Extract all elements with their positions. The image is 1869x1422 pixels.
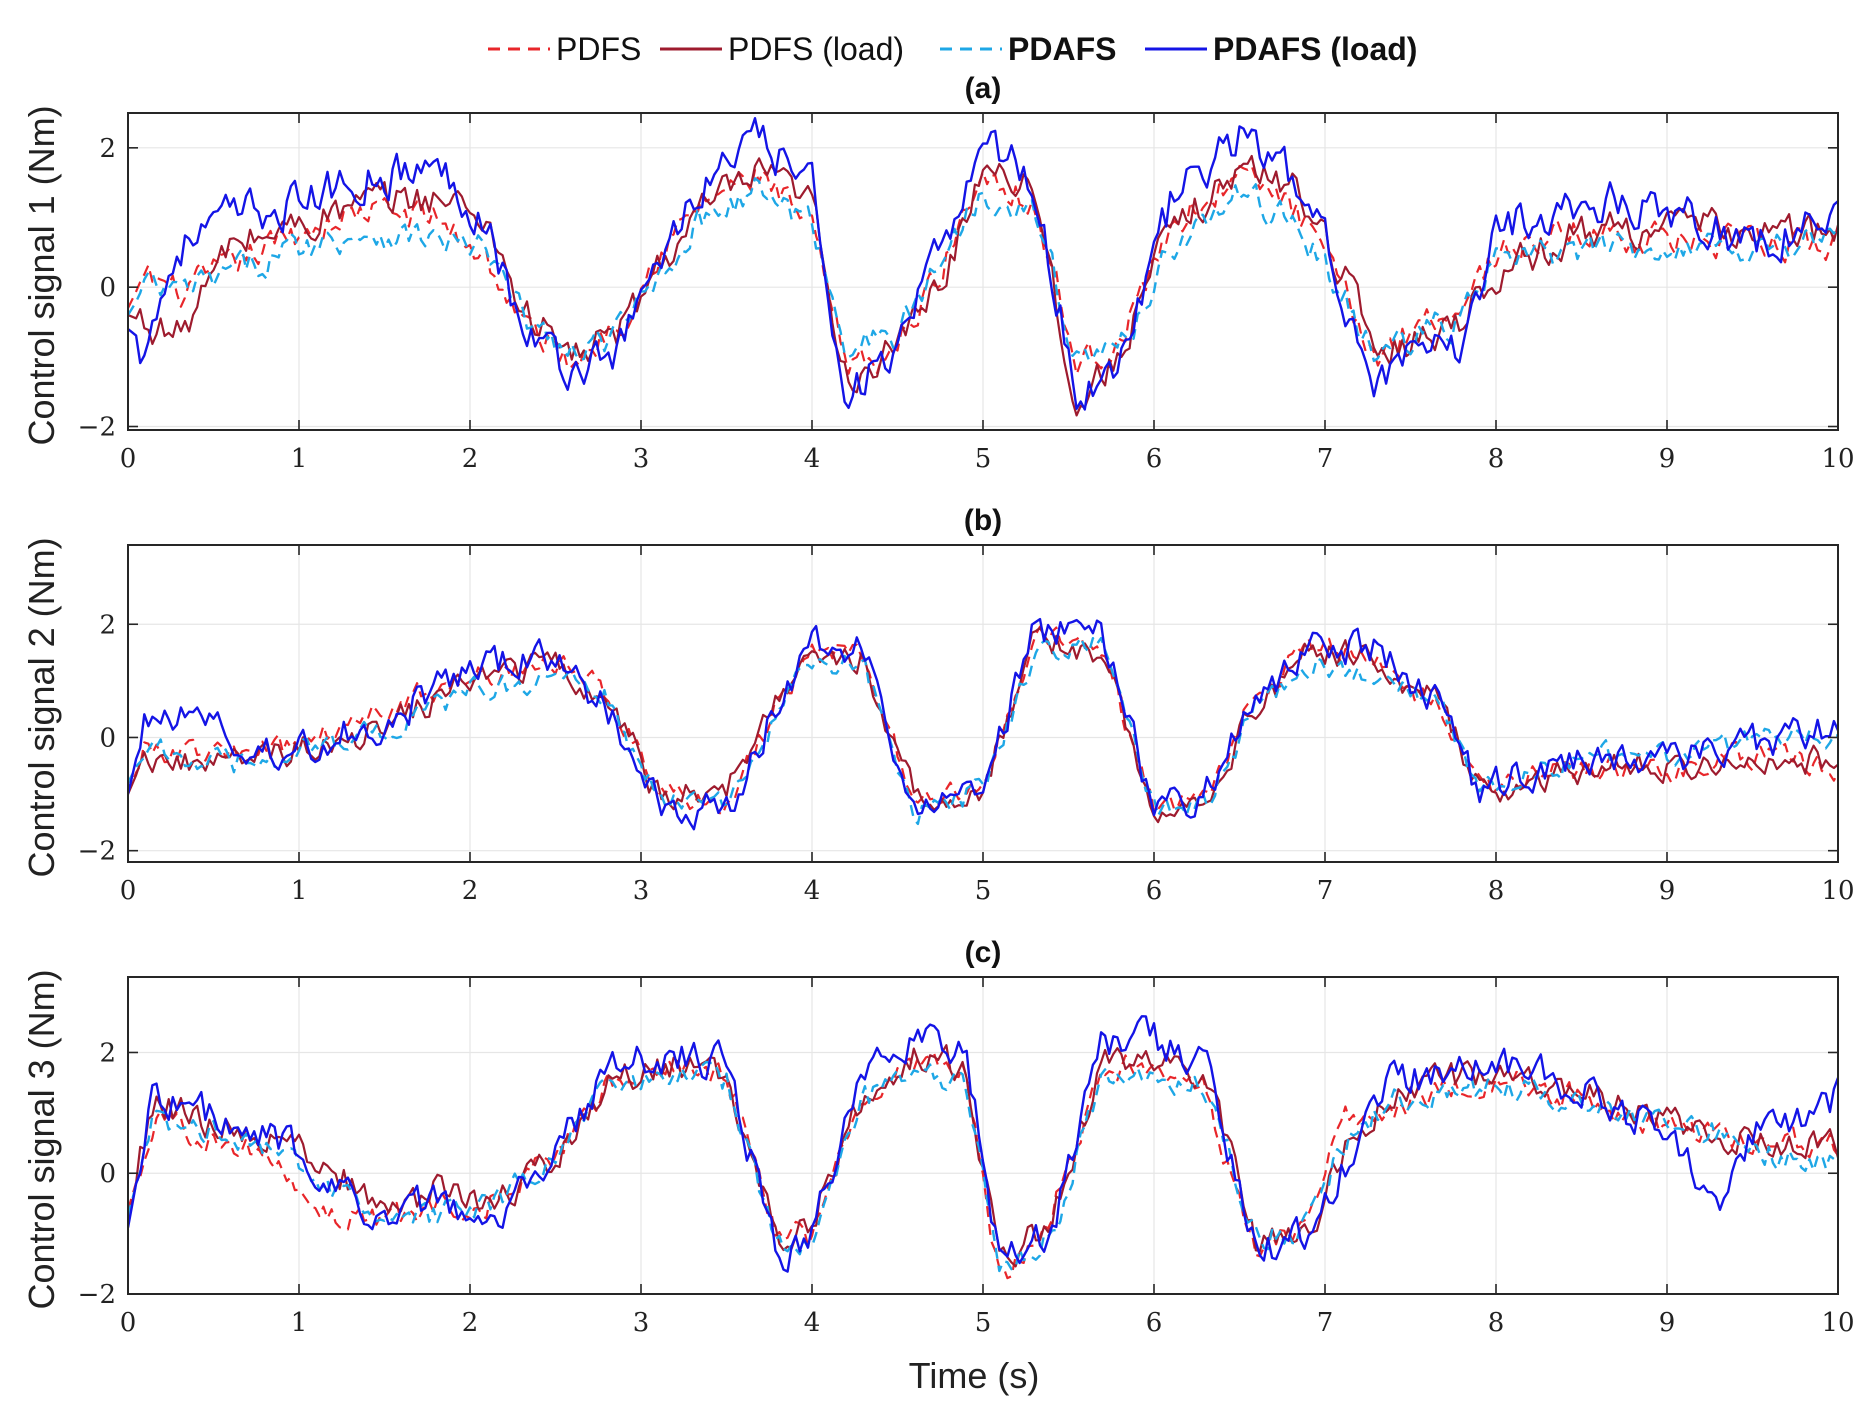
series-group [128,1015,1838,1280]
legend-label: PDAFS [1008,31,1116,67]
series-line [128,1060,1838,1273]
x-tick-label: 7 [1317,876,1334,906]
x-tick-label: 5 [975,444,992,474]
legend-label: PDFS [556,31,641,67]
x-tick-label: 10 [1821,444,1854,474]
series-line [128,617,1838,831]
legend-label: PDFS (load) [728,31,904,67]
x-tick-label: 3 [633,876,650,906]
x-tick-label: 9 [1659,876,1676,906]
x-tick-label: 7 [1317,1308,1334,1338]
y-tick-label: −2 [78,413,116,443]
y-tick-label: 0 [99,723,116,753]
x-tick-label: 7 [1317,444,1334,474]
x-tick-label: 1 [291,1308,308,1338]
series-line [128,154,1838,417]
y-axis-label: Control signal 1 (Nm) [21,105,62,445]
x-tick-label: 3 [633,1308,650,1338]
x-tick-label: 4 [804,1308,821,1338]
x-tick-label: 10 [1821,876,1854,906]
y-tick-label: −2 [78,837,116,867]
x-tick-label: 0 [120,876,137,906]
y-tick-label: −2 [78,1280,116,1310]
x-tick-label: 0 [120,444,137,474]
series-line [128,117,1838,411]
x-tick-label: 2 [462,444,479,474]
x-tick-label: 6 [1146,444,1163,474]
series-line [128,636,1838,826]
x-tick-label: 9 [1659,1308,1676,1338]
panel-title: (c) [965,936,1002,969]
x-tick-label: 4 [804,876,821,906]
series-line [128,1015,1838,1273]
x-tick-label: 0 [120,1308,137,1338]
x-tick-label: 8 [1488,1308,1505,1338]
x-tick-label: 4 [804,444,821,474]
panel: 0 1 2 3 4 5 6 7 8 9 10−202(a)Control signal 1 (Nm) [21,72,1855,474]
legend-item: PDAFS (load) [1145,31,1417,67]
series-group [128,617,1838,831]
y-tick-label: 2 [99,134,116,164]
panel-title: (b) [964,504,1002,537]
x-tick-label: 5 [975,1308,992,1338]
series-group [128,117,1838,417]
panel-title: (a) [965,72,1002,105]
x-tick-label: 8 [1488,444,1505,474]
x-tick-label: 3 [633,444,650,474]
x-tick-label: 6 [1146,876,1163,906]
series-line [128,625,1838,816]
y-tick-label: 2 [99,1038,116,1068]
x-tick-label: 1 [291,444,308,474]
x-tick-label: 1 [291,876,308,906]
x-tick-label: 5 [975,876,992,906]
y-axis-label: Control signal 3 (Nm) [21,969,62,1309]
x-tick-label: 2 [462,876,479,906]
panel: 0 1 2 3 4 5 6 7 8 9 10−202(c)Control signal 3 (Nm) [21,936,1855,1338]
legend-item: PDAFS [940,31,1116,67]
y-tick-label: 0 [99,1159,116,1189]
legend-label: PDAFS (load) [1213,31,1417,67]
legend-item: PDFS [488,31,641,67]
x-tick-label: 6 [1146,1308,1163,1338]
x-tick-label: 10 [1821,1308,1854,1338]
x-tick-label: 2 [462,1308,479,1338]
legend-item: PDFS (load) [660,31,904,67]
panels: 0 1 2 3 4 5 6 7 8 9 10−202(a)Control signal 1 (Nm)… [21,72,1855,1338]
series-line [128,164,1838,376]
y-tick-label: 2 [99,610,116,640]
x-axis-label: Time (s) [909,1355,1040,1396]
panel: 0 1 2 3 4 5 6 7 8 9 10−202(b)Control signal 2 (Nm) [21,504,1855,906]
x-tick-label: 9 [1659,444,1676,474]
series-line [128,1052,1838,1280]
legend: PDFS PDFS (load) PDAFS PDAFS (load) [488,31,1417,67]
x-tick-label: 8 [1488,876,1505,906]
y-axis-label: Control signal 2 (Nm) [21,537,62,877]
y-tick-label: 0 [99,273,116,303]
